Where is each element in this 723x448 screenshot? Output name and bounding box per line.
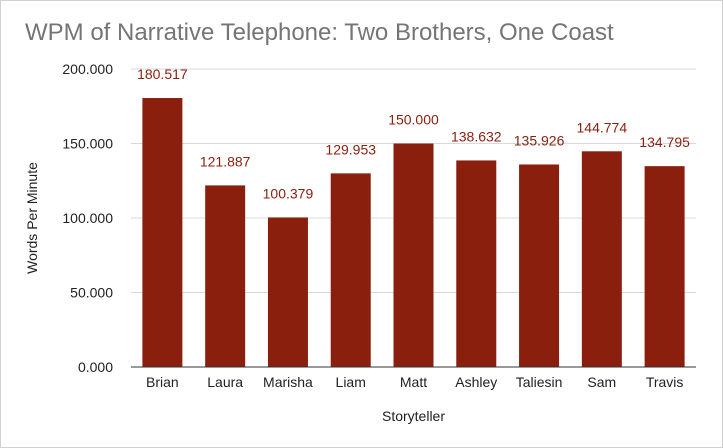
bar — [393, 143, 434, 367]
bar — [205, 185, 246, 367]
data-label: 134.795 — [639, 134, 690, 150]
y-tick-label: 200.000 — [62, 61, 113, 77]
x-tick-label: Liam — [336, 374, 366, 390]
axes: 0.000 50.000 100.000 150.000 200.000 Brian Lau… — [62, 61, 696, 390]
y-tick-label: 100.000 — [62, 210, 113, 226]
x-tick-label: Ashley — [455, 374, 497, 390]
x-tick-label: Laura — [207, 374, 243, 390]
data-label: 135.926 — [514, 132, 565, 148]
data-label: 180.517 — [137, 66, 188, 82]
bar — [581, 151, 622, 367]
y-tick-label: 50.000 — [70, 285, 113, 301]
x-tick-label: Sam — [587, 374, 616, 390]
data-label: 129.953 — [325, 141, 376, 157]
chart-title: WPM of Narrative Telephone: Two Brothers… — [25, 19, 614, 46]
data-labels: 180.517 121.887 100.379 129.953 150.000 138.6… — [137, 66, 690, 201]
bar — [330, 173, 371, 367]
y-axis-title: Words Per Minute — [24, 162, 40, 274]
bar — [519, 164, 560, 367]
data-label: 138.632 — [451, 128, 502, 144]
bar — [267, 217, 308, 367]
x-tick-label: Brian — [146, 374, 179, 390]
bar — [644, 166, 685, 367]
bars — [142, 98, 685, 368]
x-tick-label: Matt — [400, 374, 427, 390]
y-tick-label: 0.000 — [78, 359, 113, 375]
data-label: 100.379 — [263, 185, 314, 201]
bar — [142, 98, 183, 368]
data-label: 150.000 — [388, 112, 439, 128]
bar — [456, 160, 497, 367]
y-tick-label: 150.000 — [62, 136, 113, 152]
x-tick-label: Taliesin — [516, 374, 563, 390]
x-axis-title: Storyteller — [382, 408, 445, 424]
x-tick-label: Travis — [646, 374, 684, 390]
x-tick-label: Marisha — [263, 374, 313, 390]
data-label: 144.774 — [577, 119, 628, 135]
data-label: 121.887 — [200, 153, 251, 169]
